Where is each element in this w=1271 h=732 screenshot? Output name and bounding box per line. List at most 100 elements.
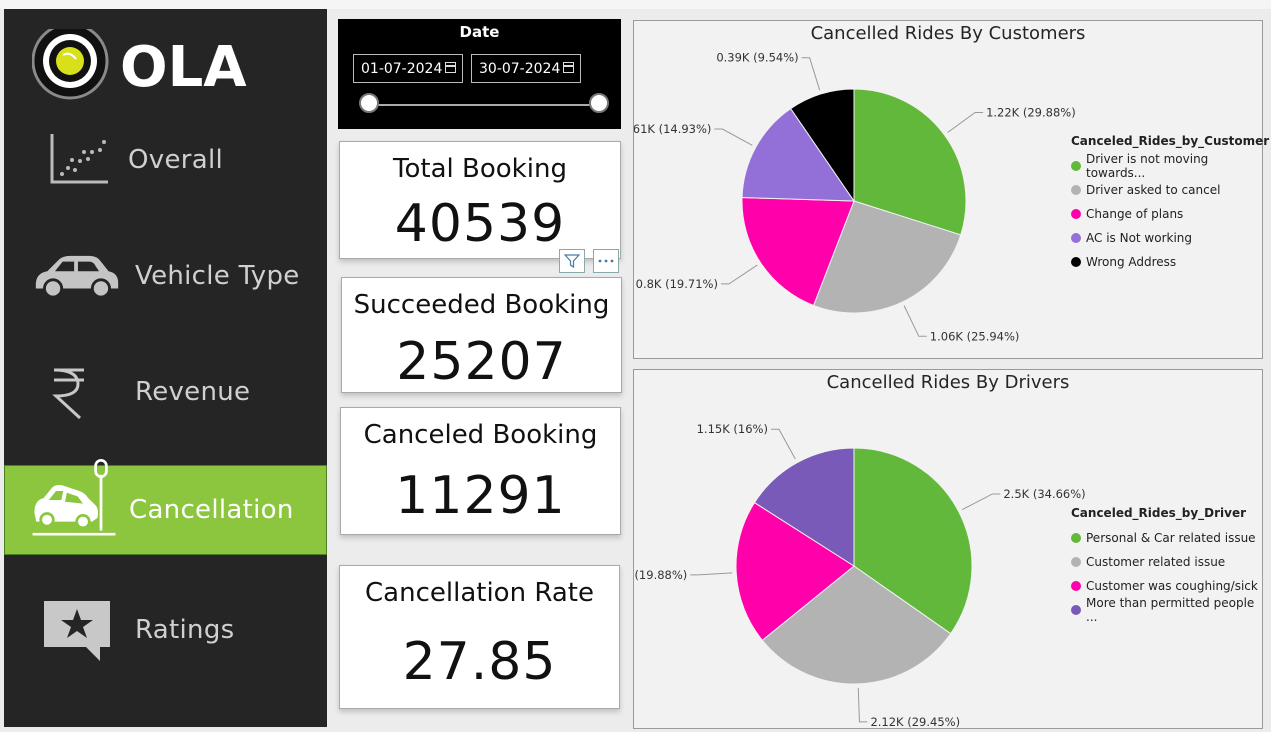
calendar-icon[interactable] (563, 62, 574, 73)
date-range-start-handle[interactable] (359, 93, 379, 113)
sidebar-item-overall[interactable]: Overall (4, 115, 327, 205)
legend-item[interactable]: Wrong Address (1071, 250, 1269, 274)
kpi-value: 40539 (394, 194, 566, 254)
legend-marker (1071, 557, 1081, 567)
start-date-value: 01-07-2024 (361, 60, 443, 77)
legend-label: Wrong Address (1086, 255, 1177, 269)
date-slicer: Date 01-07-2024 30-07-2024 (338, 19, 621, 129)
end-date-value: 30-07-2024 (479, 60, 561, 77)
sidebar-item-label: Overall (128, 145, 224, 175)
more-options-icon[interactable] (593, 249, 619, 273)
pie-slice[interactable] (735, 501, 855, 641)
data-label: 1.22K (29.88%) (986, 105, 1076, 119)
legend-marker (1071, 581, 1081, 591)
label-leader-line (714, 128, 753, 146)
date-range-track[interactable] (368, 104, 598, 106)
legend-marker (1071, 209, 1081, 219)
kpi-card-succeeded-booking: Succeeded Booking 25207 (341, 277, 622, 393)
legend-item[interactable]: AC is Not working (1071, 226, 1269, 250)
kpi-card-total-booking: Total Booking 40539 (339, 141, 621, 259)
data-label: 2.12K (29.45%) (870, 715, 960, 729)
data-label: 0.39K (9.54%) (716, 51, 798, 65)
rupee-icon (24, 357, 114, 427)
legend-label: Driver is not moving towards... (1086, 152, 1209, 180)
star-chat-icon (32, 595, 122, 665)
sidebar: OLA Overall Vehicle Type (4, 9, 327, 727)
kpi-value: 25207 (396, 332, 567, 392)
legend-title: Canceled_Rides_by_Driver (1071, 506, 1247, 520)
end-date-input[interactable]: 30-07-2024 (471, 54, 581, 83)
date-slicer-title: Date (459, 23, 500, 41)
chart-legend: Canceled_Rides_by_Driver Personal & Car … (1071, 506, 1262, 624)
legend-marker (1071, 605, 1081, 615)
filter-icon[interactable] (559, 249, 585, 273)
pie-slice[interactable] (761, 565, 952, 685)
sidebar-item-ratings[interactable]: Ratings (4, 585, 327, 675)
top-strip (0, 0, 1271, 9)
chart-title: Cancelled Rides By Customers (810, 23, 1086, 44)
pie-slice[interactable] (741, 107, 855, 202)
legend-item[interactable]: Customer was coughing/sick (1071, 574, 1262, 598)
car-crash-icon (29, 454, 119, 546)
label-leader-line (961, 493, 1001, 511)
legend-label: AC is Not working (1086, 231, 1193, 245)
scatter-chart-icon (32, 125, 122, 195)
data-label: 0.61K (14.93%) (634, 122, 711, 136)
sidebar-item-label: Ratings (135, 615, 235, 645)
legend-title: Canceled_Rides_by_Customer (1071, 134, 1270, 148)
label-leader-line (947, 111, 984, 133)
pie-slice[interactable] (741, 197, 855, 307)
legend-item[interactable]: More than permitted people ... (1071, 596, 1262, 624)
kpi-title: Succeeded Booking (353, 290, 610, 320)
data-label: 2.5K (34.66%) (1003, 487, 1085, 501)
pie-slice[interactable] (853, 88, 967, 236)
kpi-value: 11291 (395, 466, 566, 526)
kpi-title: Total Booking (393, 154, 567, 184)
legend-label: Change of plans (1086, 207, 1184, 221)
sidebar-item-label: Vehicle Type (135, 261, 300, 291)
legend-label: More than permitted people ... (1086, 596, 1255, 624)
legend-item[interactable]: Driver is not moving towards... (1071, 152, 1269, 180)
car-icon (32, 241, 122, 311)
label-leader-line (801, 57, 821, 91)
legend-marker (1071, 185, 1081, 195)
calendar-icon[interactable] (445, 62, 456, 73)
chart-title: Cancelled Rides By Drivers (826, 372, 1070, 393)
legend-label: Customer was coughing/sick (1086, 579, 1258, 593)
legend-label: Customer related issue (1086, 555, 1226, 569)
data-label: 1.15K (16%) (697, 422, 768, 436)
pie-chart: 2.5K (34.66%) 2.12K (29.45%) 1.43K (19.88%… (634, 422, 1086, 729)
sidebar-item-label: Cancellation (129, 495, 294, 525)
label-leader-line (857, 687, 868, 723)
pie-slice[interactable] (790, 88, 855, 203)
label-leader-line (770, 428, 796, 460)
brand-name: OLA (120, 35, 247, 100)
legend-marker (1071, 161, 1081, 171)
sidebar-item-vehicle-type[interactable]: Vehicle Type (4, 231, 327, 321)
legend-item[interactable]: Personal & Car related issue (1071, 526, 1262, 550)
legend-item[interactable]: Change of plans (1071, 202, 1269, 226)
label-leader-line (903, 305, 927, 337)
kpi-title: Cancellation Rate (365, 578, 594, 608)
data-label: 1.43K (19.88%) (634, 568, 687, 582)
pie-slice[interactable] (853, 447, 973, 635)
data-label: 0.8K (19.71%) (636, 277, 718, 291)
start-date-input[interactable]: 01-07-2024 (353, 54, 463, 83)
kpi-card-canceled-booking: Canceled Booking 11291 (340, 407, 621, 535)
legend-item[interactable]: Customer related issue (1071, 550, 1262, 574)
pie-slice[interactable] (812, 200, 962, 314)
sidebar-item-cancellation[interactable]: Cancellation (4, 459, 327, 555)
legend-label: Driver asked to cancel (1086, 183, 1221, 197)
kpi-value: 27.85 (402, 632, 557, 692)
pie-chart: 1.22K (29.88%) 1.06K (25.94%) 0.8K (19.71%… (634, 51, 1076, 344)
date-range-end-handle[interactable] (589, 93, 609, 113)
legend-item[interactable]: Driver asked to cancel (1071, 178, 1269, 202)
chart-legend: Canceled_Rides_by_Customer Driver is not… (1071, 134, 1269, 274)
data-label: 1.06K (25.94%) (930, 329, 1020, 343)
legend-marker (1071, 233, 1081, 243)
pie-slice[interactable] (753, 447, 855, 567)
sidebar-item-revenue[interactable]: Revenue (4, 347, 327, 437)
sidebar-item-label: Revenue (135, 377, 251, 407)
ola-logo: OLA (31, 22, 272, 109)
customer-cancellation-chart: Cancelled Rides By Customers 1.22K (29.8… (633, 20, 1269, 359)
